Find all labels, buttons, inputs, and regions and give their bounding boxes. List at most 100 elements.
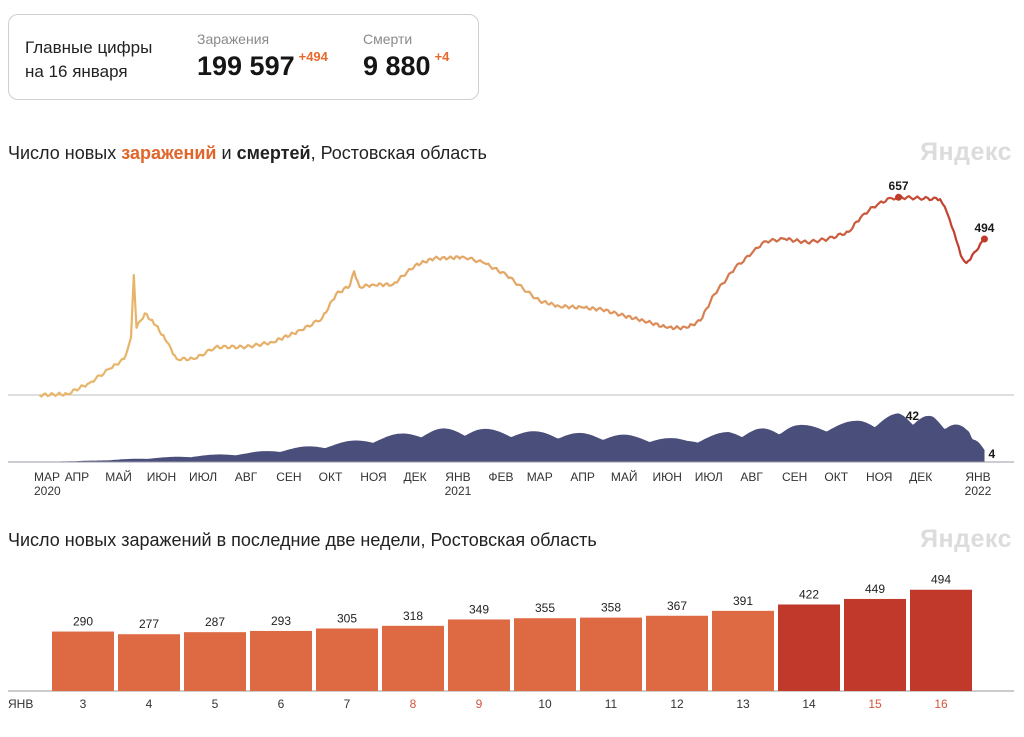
year-tick-2020: 2020 [34,484,61,498]
bar-13 [712,610,774,691]
infections-annotation-dot-494 [980,235,988,243]
bar-value-12: 367 [667,599,687,613]
bar-day-3: 3 [80,697,87,711]
infections-caption: Заражения [197,31,270,47]
month-tick-18: СЕН [782,470,807,484]
summary-label: Главные цифры на 16 января [25,36,152,84]
chart1-title-prefix: Число новых [8,143,122,163]
bar-value-14: 422 [799,587,819,601]
infections-total: 199 597 [197,51,295,81]
bar-8 [382,625,444,691]
bar-11 [580,617,642,691]
bar-12 [646,615,708,691]
bar-6 [250,630,312,691]
bar-day-7: 7 [344,697,351,711]
yandex-watermark-1: Яндекс [920,138,1012,166]
bar-10 [514,618,576,691]
bar-value-4: 277 [139,617,159,631]
bar-day-5: 5 [212,697,219,711]
bar-14 [778,604,840,691]
month-tick-11: ФЕВ [488,470,513,484]
bar-5 [184,632,246,691]
bar-day-11: 11 [605,697,618,711]
bar-3 [52,631,114,691]
month-tick-10: ЯНВ [445,470,470,484]
bar-value-15: 449 [865,582,885,596]
bar-value-7: 305 [337,611,357,625]
bar-month-label: ЯНВ [8,697,33,711]
chart2-title: Число новых заражений в последние две не… [8,530,597,550]
month-tick-22: ЯНВ [965,470,990,484]
month-tick-8: НОЯ [360,470,386,484]
month-tick-19: ОКТ [824,470,848,484]
bar-value-13: 391 [733,594,753,608]
month-tick-17: АВГ [740,470,763,484]
month-tick-2: МАЙ [105,469,132,484]
deaths-annotation-42: 42 [906,409,920,423]
bar-9 [448,619,510,691]
year-tick-2021: 2021 [445,484,472,498]
bar-chart: ЯНВ 290 3 277 4 287 5 293 6 305 7 318 8 349 9 355 10 358… [8,573,1014,711]
infections-annotation-657: 657 [889,179,909,193]
bar-day-9: 9 [476,697,483,711]
month-tick-6: СЕН [276,470,301,484]
month-tick-4: ИЮЛ [189,470,217,484]
chart1-title-infections: заражений [121,143,217,163]
month-tick-21: ДЕК [909,470,932,484]
deaths-delta: +4 [434,49,450,64]
month-tick-5: АВГ [235,470,258,484]
bar-day-13: 13 [736,697,750,711]
bar-day-8: 8 [410,697,417,711]
month-tick-7: ОКТ [319,470,343,484]
year-tick-2022: 2022 [965,484,992,498]
infections-delta: +494 [298,49,328,64]
bar-day-15: 15 [868,697,882,711]
summary-label-line1: Главные цифры [25,38,153,57]
deaths-caption: Смерти [363,31,413,47]
bar-day-4: 4 [146,697,153,711]
month-tick-14: МАЙ [611,469,638,484]
bar-value-10: 355 [535,601,555,615]
infections-stat: Заражения 199 597 +494 [197,31,328,82]
bar-day-12: 12 [670,697,684,711]
month-tick-12: МАР [527,470,553,484]
infections-annotation-dot-657 [895,193,903,201]
month-tick-15: ИЮН [652,470,681,484]
yandex-watermark-2: Яндекс [920,525,1012,553]
bar-day-16: 16 [934,697,948,711]
bar-day-14: 14 [802,697,816,711]
summary-card: Главные цифры на 16 января Заражения 199… [8,14,479,100]
chart1-title-deaths: смертей [236,143,311,163]
month-tick-0: МАР [34,470,60,484]
chart1-title: Число новых заражений и смертей, Ростовс… [8,143,487,164]
bar-value-8: 318 [403,609,423,623]
month-tick-1: АПР [65,470,90,484]
bar-day-10: 10 [538,697,552,711]
bar-4 [118,634,180,691]
deaths-annotation-4: 4 [988,447,995,461]
bar-7 [316,628,378,691]
month-tick-3: ИЮН [147,470,176,484]
deaths-total: 9 880 [363,51,431,81]
month-tick-16: ИЮЛ [695,470,723,484]
deaths-area [39,413,985,462]
bar-value-11: 358 [601,601,621,615]
bar-15 [844,598,906,691]
chart1-title-mid: и [216,143,237,163]
bar-value-6: 293 [271,614,291,628]
bar-value-5: 287 [205,615,225,629]
summary-label-line2: на 16 января [25,62,128,81]
infections-annotation-494: 494 [974,221,994,235]
bar-day-6: 6 [278,697,285,711]
bar-value-16: 494 [931,573,951,587]
deaths-stat: Смерти 9 880 +4 [363,31,449,82]
month-tick-20: НОЯ [866,470,892,484]
chart1-title-suffix: , Ростовская область [310,143,487,163]
infections-line [38,194,986,398]
bar-value-9: 349 [469,602,489,616]
bar-16 [910,589,972,691]
month-tick-13: АПР [570,470,595,484]
month-tick-9: ДЕК [403,470,426,484]
